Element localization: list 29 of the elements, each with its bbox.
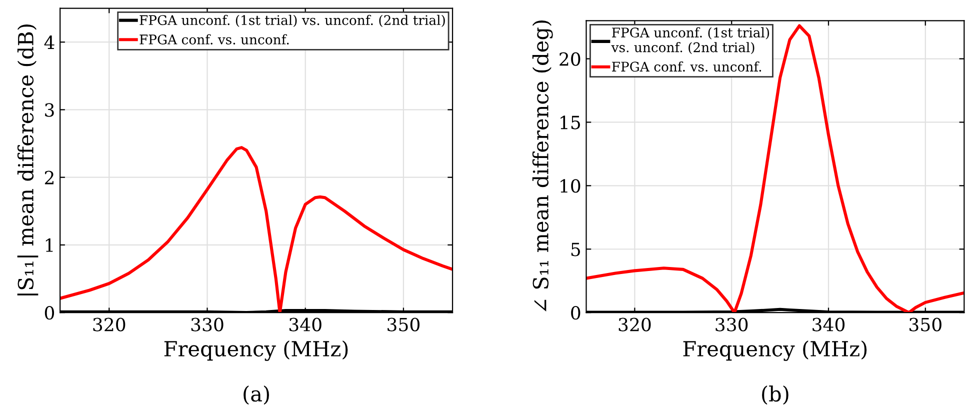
x-tick-label: 340 bbox=[290, 318, 322, 332]
legend-label: FPGA unconf. (1st trial) vs. unconf. (2nd trial) bbox=[140, 14, 445, 27]
y-tick-label: 1 bbox=[46, 238, 53, 252]
y-tick-label: 0 bbox=[44, 306, 54, 320]
y-tick-label: 5 bbox=[571, 242, 580, 256]
x-tick-label: 320 bbox=[93, 318, 126, 332]
y-axis-title: |S₁₁| mean difference (dB) bbox=[17, 24, 38, 296]
x-axis-title: Frequency (MHz) bbox=[683, 340, 867, 361]
line-series bbox=[586, 24, 964, 313]
y-tick-label: 2 bbox=[44, 170, 54, 184]
legend-label: FPGA conf. vs. unconf. bbox=[140, 34, 289, 44]
x-tick-label: 340 bbox=[812, 318, 845, 332]
x-tick-label: 320 bbox=[618, 318, 651, 332]
legend-label: FPGA conf. vs. unconf. bbox=[612, 61, 762, 72]
y-tick-label: 15 bbox=[560, 116, 580, 130]
legend-label: FPGA unconf. (1st trial) vs. unconf. (2nd trial) bbox=[611, 27, 770, 54]
y-tick-label: 4 bbox=[44, 36, 54, 49]
text: (b) bbox=[762, 386, 788, 405]
y-tick-label: 10 bbox=[560, 179, 580, 193]
y-tick-label: 0 bbox=[571, 306, 580, 320]
x-axis-title: Frequency (MHz) bbox=[164, 340, 348, 361]
x-tick-label: 350 bbox=[388, 318, 420, 332]
x-tick-label: 350 bbox=[910, 318, 942, 332]
y-tick-label: 20 bbox=[560, 52, 580, 66]
text: (a) bbox=[244, 386, 269, 405]
y-axis-title: ∠ S₁₁ mean difference (deg) bbox=[532, 20, 553, 312]
x-tick-label: 330 bbox=[191, 318, 224, 332]
y-tick-label: 3 bbox=[45, 103, 54, 117]
x-tick-label: 330 bbox=[716, 318, 748, 332]
